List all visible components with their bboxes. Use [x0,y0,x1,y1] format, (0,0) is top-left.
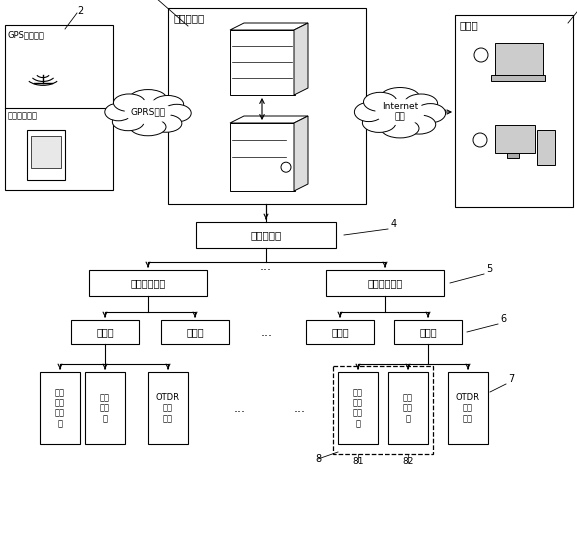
FancyBboxPatch shape [27,130,65,180]
Text: 5: 5 [486,264,492,274]
Ellipse shape [404,94,437,113]
Ellipse shape [354,102,383,122]
FancyBboxPatch shape [31,136,61,168]
Text: 光开
关模
块: 光开 关模 块 [100,393,110,423]
Text: 服务中心站: 服务中心站 [173,13,204,23]
FancyBboxPatch shape [196,222,336,248]
Ellipse shape [150,115,182,132]
FancyBboxPatch shape [89,270,207,296]
Text: 监测站: 监测站 [331,327,349,337]
Ellipse shape [130,118,166,136]
Text: OTDR
测试
模块: OTDR 测试 模块 [156,393,180,423]
FancyBboxPatch shape [507,153,519,158]
Ellipse shape [152,95,183,113]
Polygon shape [294,23,308,95]
Ellipse shape [375,99,425,125]
Text: OTDR
测试
模块: OTDR 测试 模块 [456,393,480,423]
Text: Internet
网络: Internet 网络 [382,102,418,122]
Circle shape [281,162,291,172]
Text: GPS信号模块: GPS信号模块 [8,30,45,39]
Ellipse shape [362,113,396,133]
Ellipse shape [105,103,132,121]
Ellipse shape [114,94,145,112]
FancyBboxPatch shape [5,25,113,190]
Text: 2: 2 [77,6,83,16]
Circle shape [473,133,487,147]
FancyBboxPatch shape [338,372,378,444]
Text: 移动手持设备: 移动手持设备 [8,111,38,120]
FancyBboxPatch shape [495,43,543,75]
FancyBboxPatch shape [85,372,125,444]
FancyBboxPatch shape [148,372,188,444]
Ellipse shape [125,100,171,124]
Circle shape [474,48,488,62]
Text: 光功
率监
测模
块: 光功 率监 测模 块 [353,388,363,428]
FancyBboxPatch shape [537,130,555,165]
Ellipse shape [381,119,419,138]
Ellipse shape [119,95,177,128]
Text: 4: 4 [391,219,397,229]
FancyBboxPatch shape [71,320,139,344]
Polygon shape [294,116,308,191]
Ellipse shape [402,115,436,134]
FancyBboxPatch shape [230,123,295,191]
Ellipse shape [113,113,144,131]
Text: 8: 8 [315,454,321,464]
Text: GPRS网络: GPRS网络 [130,107,166,117]
Ellipse shape [415,104,445,123]
Text: ...: ... [294,402,306,414]
Text: 区域监测中心: 区域监测中心 [130,278,166,288]
FancyBboxPatch shape [161,320,229,344]
Text: 光功
率监
测模
块: 光功 率监 测模 块 [55,388,65,428]
Text: 1: 1 [150,0,156,1]
FancyBboxPatch shape [388,372,428,444]
Ellipse shape [129,89,167,108]
Ellipse shape [380,88,419,107]
Text: 区域监测中心: 区域监测中心 [368,278,403,288]
Polygon shape [230,116,308,123]
Text: 监测站: 监测站 [419,327,437,337]
FancyBboxPatch shape [455,15,573,207]
FancyBboxPatch shape [306,320,374,344]
Text: 客户端: 客户端 [459,20,478,30]
FancyBboxPatch shape [230,30,295,95]
Ellipse shape [370,94,430,130]
Text: ...: ... [261,326,273,339]
Text: 82: 82 [402,457,414,466]
Text: 光开
关模
块: 光开 关模 块 [403,393,413,423]
FancyBboxPatch shape [491,75,545,81]
Text: 监测站: 监测站 [96,327,114,337]
FancyBboxPatch shape [394,320,462,344]
Polygon shape [230,23,308,30]
FancyBboxPatch shape [448,372,488,444]
Text: 总监测中心: 总监测中心 [250,230,282,240]
FancyBboxPatch shape [495,125,535,153]
FancyBboxPatch shape [326,270,444,296]
Text: 7: 7 [508,374,514,384]
Text: ...: ... [260,260,272,272]
Ellipse shape [162,104,191,122]
Text: 6: 6 [500,314,506,324]
Text: 监测站: 监测站 [186,327,204,337]
Text: ...: ... [234,402,246,414]
FancyBboxPatch shape [40,372,80,444]
FancyBboxPatch shape [168,8,366,204]
Ellipse shape [364,92,397,112]
Text: 81: 81 [352,457,364,466]
